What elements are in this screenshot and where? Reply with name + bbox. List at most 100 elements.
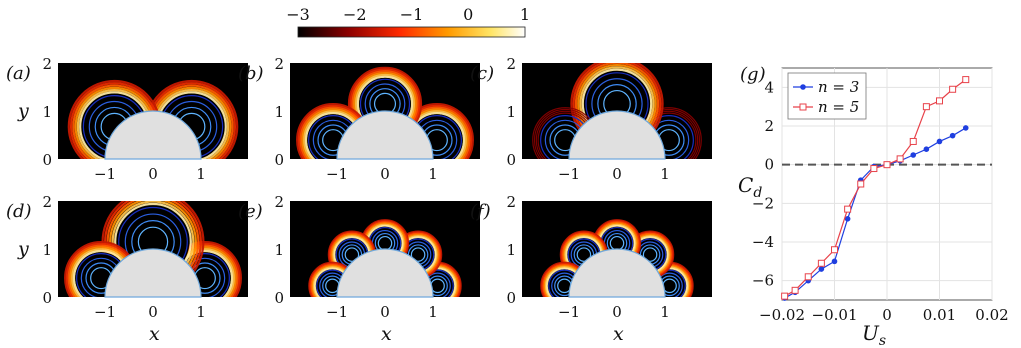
legend-entry: n = 5 <box>818 98 859 116</box>
field-panel: (f) 2 1 0 −1 0 1 x <box>470 193 712 345</box>
y-tick-label: 1 <box>506 241 516 259</box>
x-tick-label: −1 <box>326 303 348 321</box>
data-point <box>870 165 878 173</box>
data-point <box>831 246 838 254</box>
x-tick-label: 0 <box>380 303 390 321</box>
panel-label: (f) <box>470 201 491 222</box>
x-axis-label: x <box>149 323 160 345</box>
x-tick-label: 0 <box>380 165 390 183</box>
field-panel: (a) 210−1 0 1y <box>6 55 248 183</box>
field-panels: (a) 210−1 0 1y(b) 210−1 0 1(c) 210−1 0 1(d) 210−1 0… <box>6 55 712 345</box>
x-tick-label: 0 <box>612 165 622 183</box>
x-tick-label: −0.02 <box>759 306 805 324</box>
y-tick-label: 0 <box>42 289 52 307</box>
streamline <box>642 247 658 262</box>
chart-label: (g) <box>740 64 766 85</box>
data-point <box>804 273 812 281</box>
x-tick-label: 0 <box>148 165 158 183</box>
x-tick-label: 0 <box>148 303 158 321</box>
x-tick-label: −1 <box>558 303 580 321</box>
y-tick-label: −6 <box>752 272 774 290</box>
legend-box <box>787 72 867 120</box>
data-point <box>883 161 891 169</box>
y-axis-label: Cd <box>738 173 762 201</box>
x-tick-label: 0 <box>882 306 892 324</box>
data-point <box>831 258 838 265</box>
colorbar-ticks: −3 −2 −1 0 1 <box>286 5 530 24</box>
streamline <box>344 247 360 262</box>
data-point <box>909 137 917 145</box>
y-tick-label: 1 <box>42 241 52 259</box>
data-point <box>791 286 799 294</box>
y-tick-label: 1 <box>42 103 52 121</box>
field-panel: (b) 2 1 0 −1 0 1 <box>238 55 480 183</box>
x-tick-label: 1 <box>196 303 206 321</box>
panel-label: (a) <box>6 63 31 84</box>
data-point <box>818 266 825 272</box>
y-tick-label: 0 <box>506 289 516 307</box>
colorbar-tick-label: −1 <box>400 5 424 24</box>
data-point <box>936 138 943 145</box>
cylinder <box>104 248 202 298</box>
data-point <box>923 146 930 152</box>
colorbar-tick-label: 0 <box>463 5 473 24</box>
panel-label: (b) <box>238 63 264 84</box>
cylinder <box>336 248 434 298</box>
y-tick-label: 2 <box>764 117 774 135</box>
x-tick-label: −1 <box>558 165 580 183</box>
y-axis-label: y <box>17 100 29 122</box>
y-tick-label: 0 <box>42 151 52 169</box>
x-tick-label: 1 <box>428 303 438 321</box>
x-tick-label: 1 <box>660 165 670 183</box>
y-tick-label: 2 <box>274 193 284 211</box>
x-axis-label: Us <box>862 321 886 348</box>
streamline <box>576 247 592 262</box>
cylinder <box>104 110 202 160</box>
y-tick-label: 2 <box>42 55 52 73</box>
legend: n = 3 n = 5 <box>787 72 867 120</box>
colorbar: −3 −2 −1 0 1 <box>286 5 530 38</box>
data-point <box>949 85 957 93</box>
y-tick-label: 1 <box>274 241 284 259</box>
data-point <box>817 259 825 267</box>
colorbar-tick-label: −2 <box>343 5 367 24</box>
y-tick-label: 2 <box>506 55 516 73</box>
data-point <box>844 205 852 213</box>
x-tick-label: 1 <box>660 303 670 321</box>
y-tick-label: 1 <box>506 103 516 121</box>
y-tick-label: 0 <box>274 289 284 307</box>
data-point <box>936 97 943 105</box>
y-tick-label: 4 <box>764 78 774 96</box>
legend-marker <box>800 84 806 90</box>
chart-ticks: 4 2 0 −2 −4 −6 −0.02 −0.01 0 0.01 0.02 <box>752 78 1009 324</box>
x-tick-label: −1 <box>94 165 116 183</box>
colorbar-tick-label: −3 <box>286 5 310 24</box>
field-panel: (e) 2 1 0 −1 0 1 x <box>238 193 480 345</box>
drag-coefficient-chart: (g) 420−2−4−6−0.02 −0.01 0 0.01 0.02 n = 3n … <box>738 64 1009 348</box>
x-tick-label: 0 <box>612 303 622 321</box>
panel-label: (c) <box>470 63 494 84</box>
panel-label: (e) <box>238 201 263 222</box>
y-axis-label: y <box>17 238 29 260</box>
data-point <box>910 152 917 158</box>
legend-marker <box>799 103 807 111</box>
y-tick-label: 2 <box>506 193 516 211</box>
streamline <box>410 247 426 262</box>
cylinder <box>336 110 434 160</box>
x-tick-label: 1 <box>428 165 438 183</box>
cylinder <box>568 248 666 298</box>
x-axis-label: x <box>381 323 392 345</box>
colorbar-tick-label: 1 <box>520 5 530 24</box>
cylinder <box>568 110 666 160</box>
data-point <box>962 125 969 131</box>
x-tick-label: −1 <box>326 165 348 183</box>
y-tick-label: 2 <box>274 55 284 73</box>
field-panel: (c) 2 1 0 −1 0 1 <box>470 55 712 183</box>
legend-items: n = 3 n = 5 <box>793 78 859 116</box>
data-point <box>857 180 865 188</box>
colorbar-gradient <box>297 26 526 38</box>
x-tick-label: 0.01 <box>923 306 956 324</box>
data-point <box>922 103 930 111</box>
y-tick-label: −2 <box>752 194 774 212</box>
